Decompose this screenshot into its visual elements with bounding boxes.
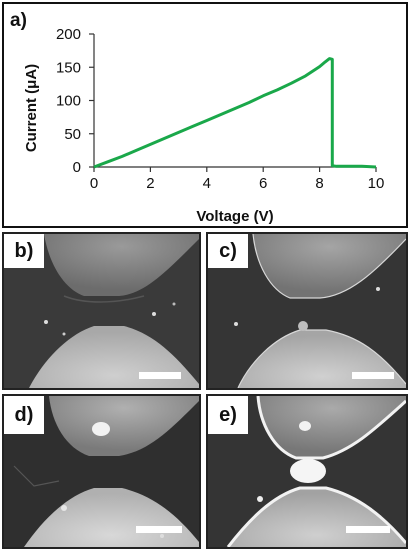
y-tick-label: 50 bbox=[64, 126, 81, 143]
panel-label-a: a) bbox=[10, 10, 27, 31]
y-axis-label: Current (μA) bbox=[23, 64, 40, 152]
sem-image-e bbox=[206, 394, 408, 549]
x-tick-label: 6 bbox=[259, 175, 267, 192]
chart-series bbox=[93, 57, 377, 169]
panel-label-b: b) bbox=[4, 234, 44, 268]
y-tick-label: 150 bbox=[56, 59, 81, 76]
scale-bar-d bbox=[136, 526, 182, 533]
sem-image-c bbox=[206, 232, 408, 390]
y-tick-label: 200 bbox=[56, 26, 81, 43]
x-axis-label: Voltage (V) bbox=[196, 208, 273, 225]
panel-label-c: c) bbox=[208, 234, 248, 268]
panel-label-e: e) bbox=[208, 396, 248, 434]
x-tick-label: 0 bbox=[90, 175, 98, 192]
x-tick-label: 2 bbox=[146, 175, 154, 192]
x-tick-label: 10 bbox=[368, 175, 385, 192]
scale-bar-b bbox=[139, 372, 181, 379]
panel-label-d: d) bbox=[4, 396, 44, 434]
x-tick-label: 8 bbox=[315, 175, 323, 192]
y-tick-label: 0 bbox=[73, 159, 81, 176]
panel-a-frame bbox=[2, 2, 408, 228]
iv-curve-line bbox=[93, 57, 377, 169]
scale-bar-e bbox=[346, 526, 390, 533]
scale-bar-c bbox=[352, 372, 394, 379]
y-tick-label: 100 bbox=[56, 93, 81, 110]
x-tick-label: 4 bbox=[203, 175, 211, 192]
